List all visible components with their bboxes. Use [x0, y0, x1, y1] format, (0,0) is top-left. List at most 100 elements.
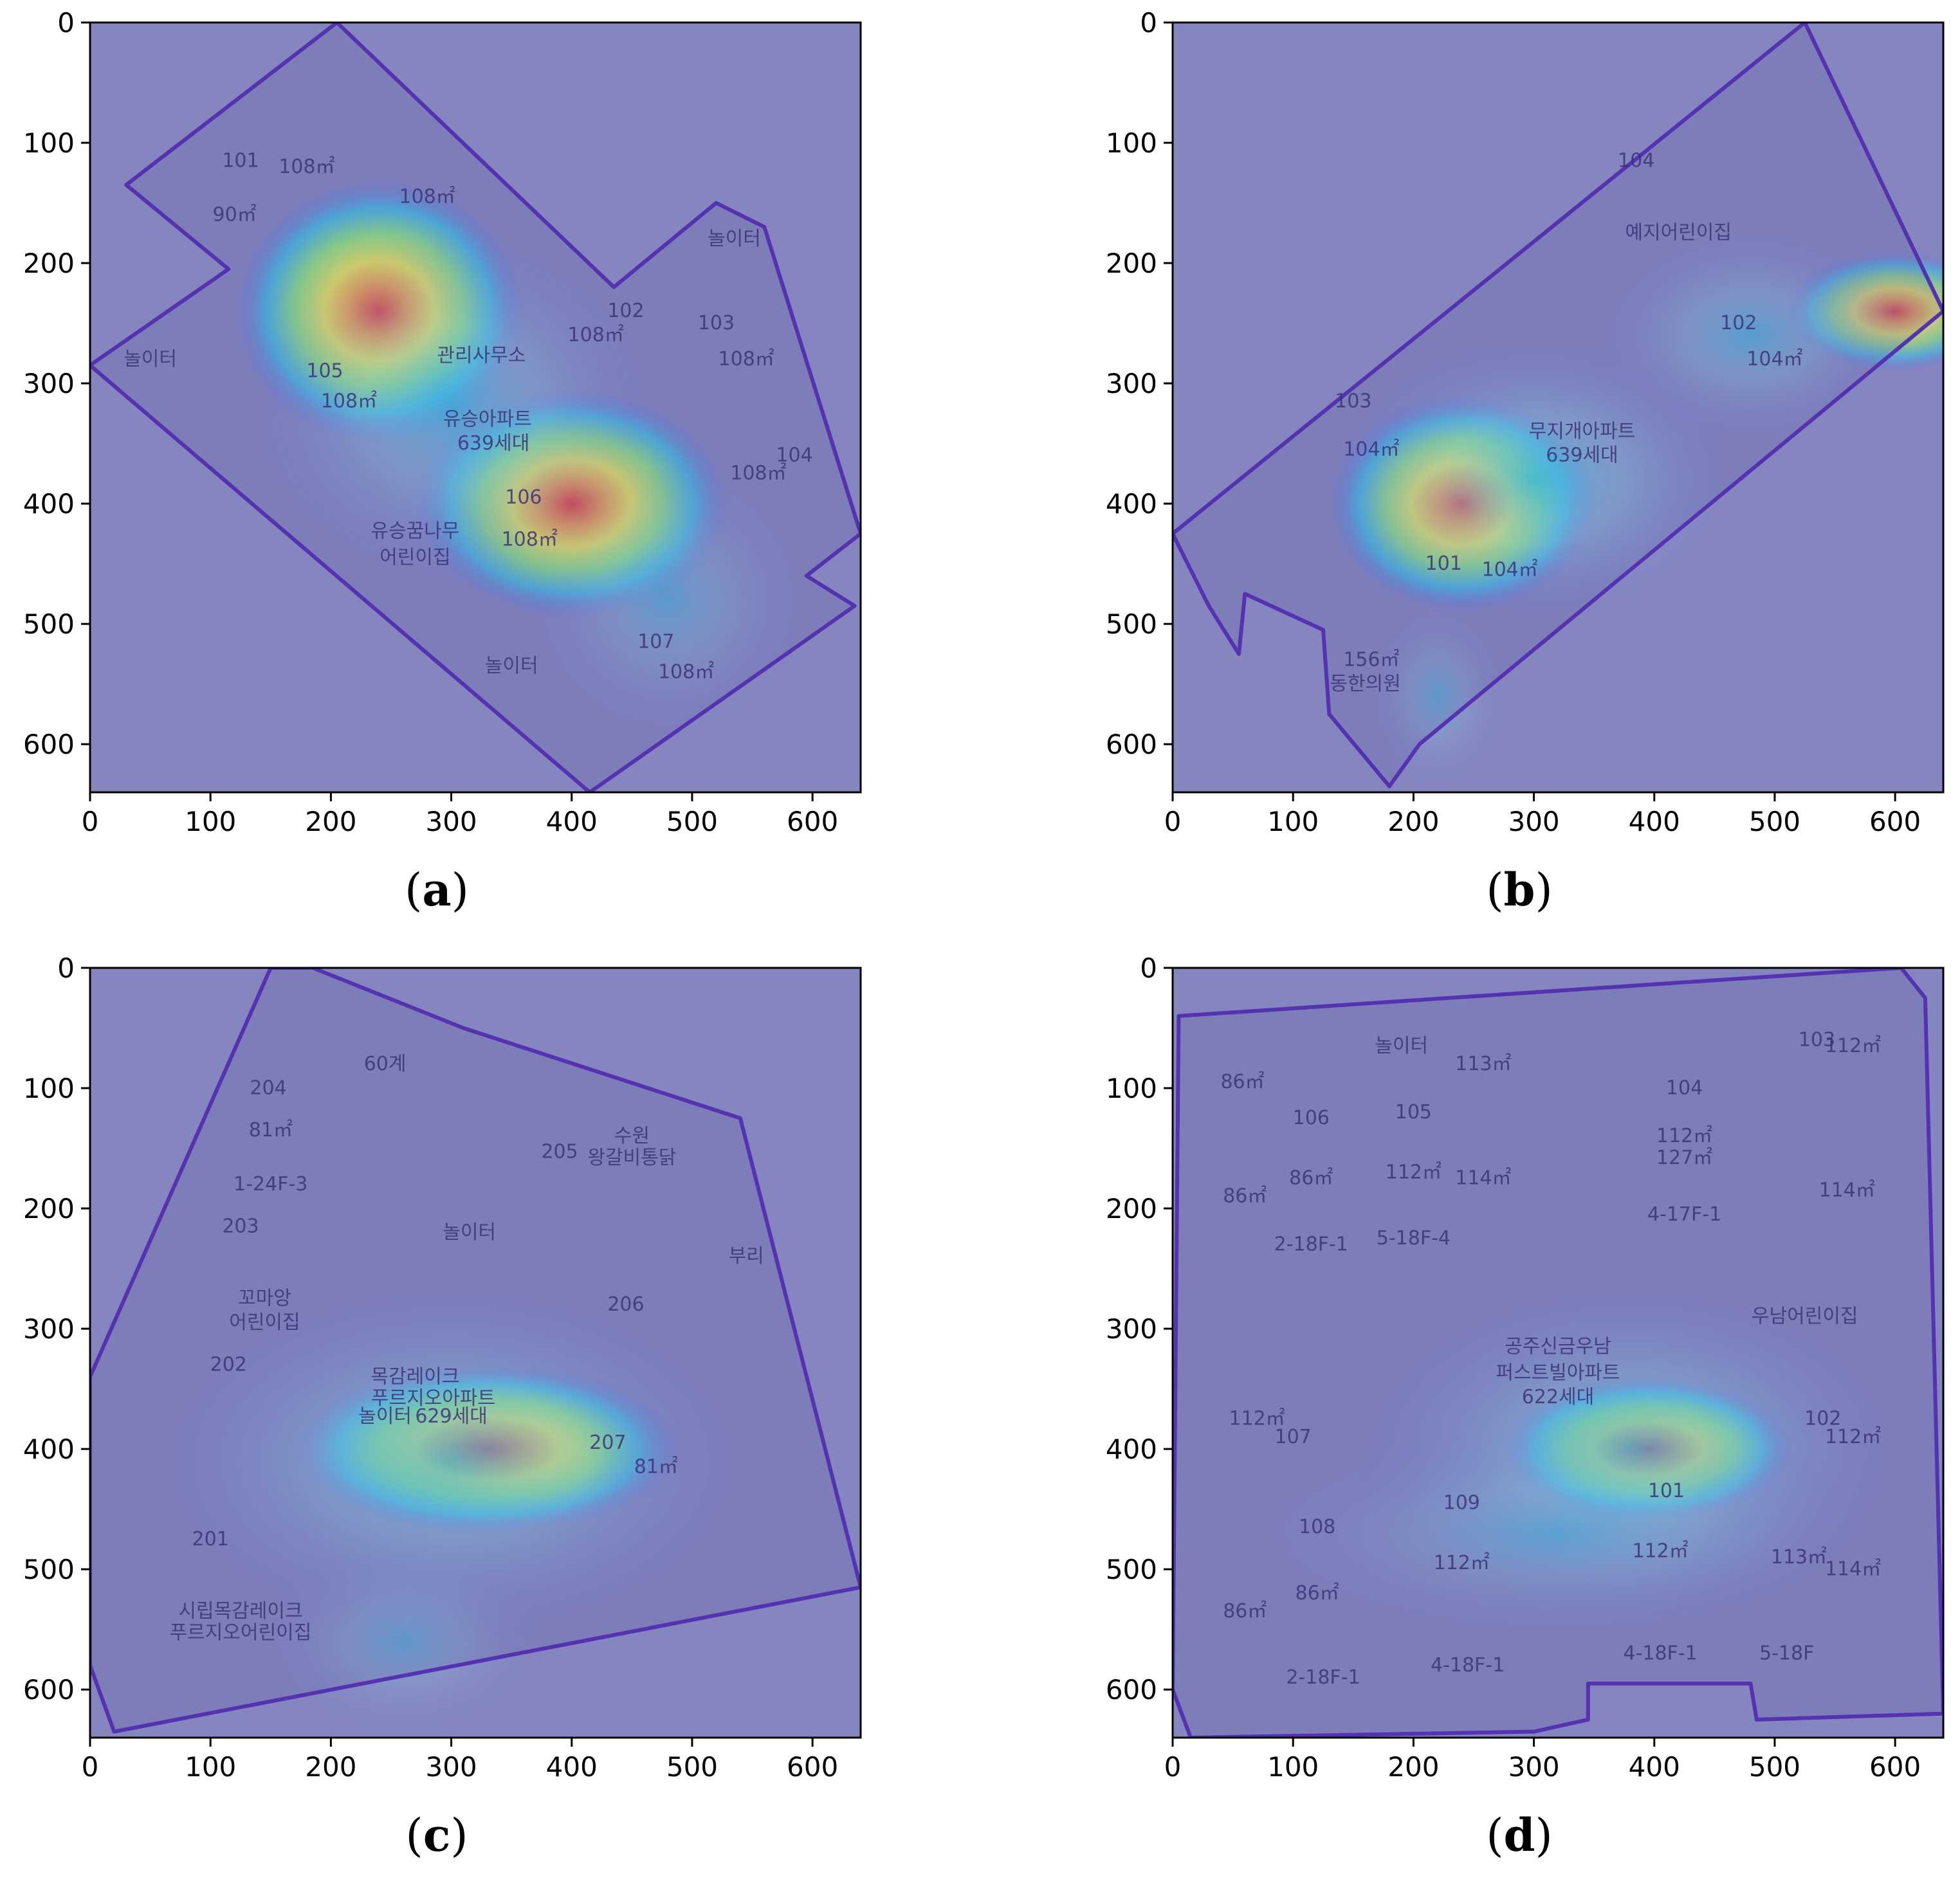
y-tick-label: 100 — [23, 127, 75, 159]
map-label: 629세대 — [415, 1405, 487, 1428]
x-tick-label: 200 — [1388, 1751, 1439, 1783]
y-tick-label: 200 — [1106, 1193, 1157, 1224]
map-label: 예지어린이집 — [1625, 222, 1732, 244]
y-tick-label: 500 — [1106, 608, 1157, 640]
map-label: 86㎡ — [1223, 1600, 1267, 1623]
x-tick-label: 600 — [787, 1751, 838, 1783]
site-boundary — [1173, 968, 1943, 1738]
map-label: 207 — [589, 1432, 626, 1454]
map-label: 81㎡ — [634, 1456, 678, 1478]
y-tick-label: 300 — [1106, 368, 1157, 399]
map-label: 퍼스트빌아파트 — [1496, 1362, 1620, 1385]
map-label: 108㎡ — [719, 348, 774, 370]
map-label: 5-18F-4 — [1377, 1227, 1451, 1250]
y-tick-label: 0 — [57, 952, 75, 984]
map-label: 놀이터 — [124, 348, 177, 370]
map-label: 108㎡ — [399, 186, 455, 208]
map-label: 86㎡ — [1289, 1167, 1333, 1190]
map-label: 127㎡ — [1656, 1147, 1712, 1169]
map-label: 108㎡ — [502, 529, 558, 551]
x-tick-label: 200 — [1388, 806, 1439, 837]
site-boundary — [1173, 23, 1943, 788]
panel-caption: (c) — [405, 1808, 468, 1862]
map-label: 202 — [210, 1354, 247, 1376]
panel-caption: (b) — [1486, 863, 1553, 916]
map-label: 107 — [637, 631, 674, 653]
map-label: 왕갈비통닭 — [587, 1147, 676, 1169]
x-tick-label: 600 — [1869, 806, 1921, 837]
y-tick-label: 0 — [1140, 952, 1157, 984]
x-tick-label: 500 — [1749, 806, 1800, 837]
x-tick-label: 400 — [546, 806, 598, 837]
x-tick-label: 200 — [305, 806, 356, 837]
map-label: 107 — [1275, 1426, 1312, 1448]
map-label: 101 — [1648, 1480, 1685, 1502]
x-tick-label: 100 — [185, 1751, 236, 1783]
map-label: 104㎡ — [1746, 348, 1802, 370]
map-label: 5-18F — [1759, 1642, 1814, 1664]
map-label: 놀이터 — [708, 228, 761, 250]
map-label: 시립목감레이크 — [178, 1600, 302, 1623]
map-label: 2-18F-1 — [1274, 1233, 1348, 1256]
x-tick-label: 400 — [1629, 806, 1680, 837]
map-label: 104 — [776, 444, 812, 467]
map-label: 동한의원 — [1330, 673, 1400, 695]
y-tick-label: 0 — [57, 7, 75, 39]
map-label: 푸르지오어린이집 — [170, 1622, 312, 1644]
map-label: 109 — [1443, 1492, 1480, 1515]
y-tick-label: 100 — [1106, 127, 1157, 159]
y-tick-label: 200 — [1106, 248, 1157, 279]
map-label: 푸르지오아파트 — [371, 1387, 495, 1410]
map-label: 106 — [505, 486, 542, 509]
x-tick-label: 100 — [1267, 806, 1319, 837]
y-tick-label: 0 — [1140, 7, 1157, 39]
map-label: 103 — [1335, 390, 1371, 413]
map-label: 놀이터 — [485, 655, 538, 677]
map-label: 104 — [1666, 1077, 1703, 1099]
heat-hotspot — [1245, 1424, 1871, 1642]
y-tick-label: 500 — [23, 608, 75, 640]
map-label: 201 — [192, 1528, 229, 1551]
y-tick-label: 400 — [23, 1433, 75, 1465]
x-tick-label: 0 — [1164, 806, 1182, 837]
map-label: 114㎡ — [1825, 1558, 1881, 1581]
y-tick-label: 400 — [1106, 1433, 1157, 1465]
y-tick-label: 600 — [23, 1674, 75, 1706]
map-label: 81㎡ — [249, 1119, 293, 1142]
y-tick-label: 200 — [23, 1193, 75, 1224]
map-label: 놀이터 — [443, 1221, 496, 1244]
axes-frame — [1171, 967, 1945, 1739]
map-label: 112㎡ — [1386, 1161, 1442, 1183]
map-label: 114㎡ — [1819, 1179, 1875, 1201]
map-label: 4-17F-1 — [1647, 1203, 1721, 1226]
map-label: 1-24F-3 — [234, 1173, 307, 1196]
map-label: 유승아파트 — [443, 408, 532, 431]
y-tick-label: 200 — [23, 248, 75, 279]
map-label: 112㎡ — [1434, 1552, 1490, 1574]
map-label: 105 — [306, 360, 343, 383]
map-label: 102 — [1720, 312, 1757, 334]
x-tick-label: 600 — [1869, 1751, 1921, 1783]
map-label: 203 — [222, 1215, 259, 1237]
heat-hotspot — [246, 226, 656, 588]
map-label: 102 — [1804, 1408, 1841, 1430]
heat-hotspot — [523, 455, 813, 745]
map-label: 156㎡ — [1343, 649, 1399, 671]
map-label: 108㎡ — [568, 324, 624, 347]
site-boundary — [90, 23, 861, 792]
map-label: 4-18F-1 — [1623, 1642, 1697, 1664]
x-tick-label: 400 — [546, 1751, 598, 1783]
heat-hotspot — [1594, 226, 1907, 444]
x-tick-label: 100 — [185, 806, 236, 837]
map-label: 108㎡ — [658, 660, 714, 683]
map-label: 2-18F-1 — [1286, 1666, 1360, 1689]
panel-caption: (a) — [405, 863, 469, 916]
x-tick-label: 100 — [1267, 1751, 1319, 1783]
heat-hotspot — [150, 1280, 753, 1642]
x-tick-label: 300 — [425, 806, 477, 837]
map-label: 639세대 — [457, 432, 529, 455]
map-label: 108 — [1299, 1516, 1335, 1538]
map-label: 유승꿈나무 — [371, 520, 459, 542]
